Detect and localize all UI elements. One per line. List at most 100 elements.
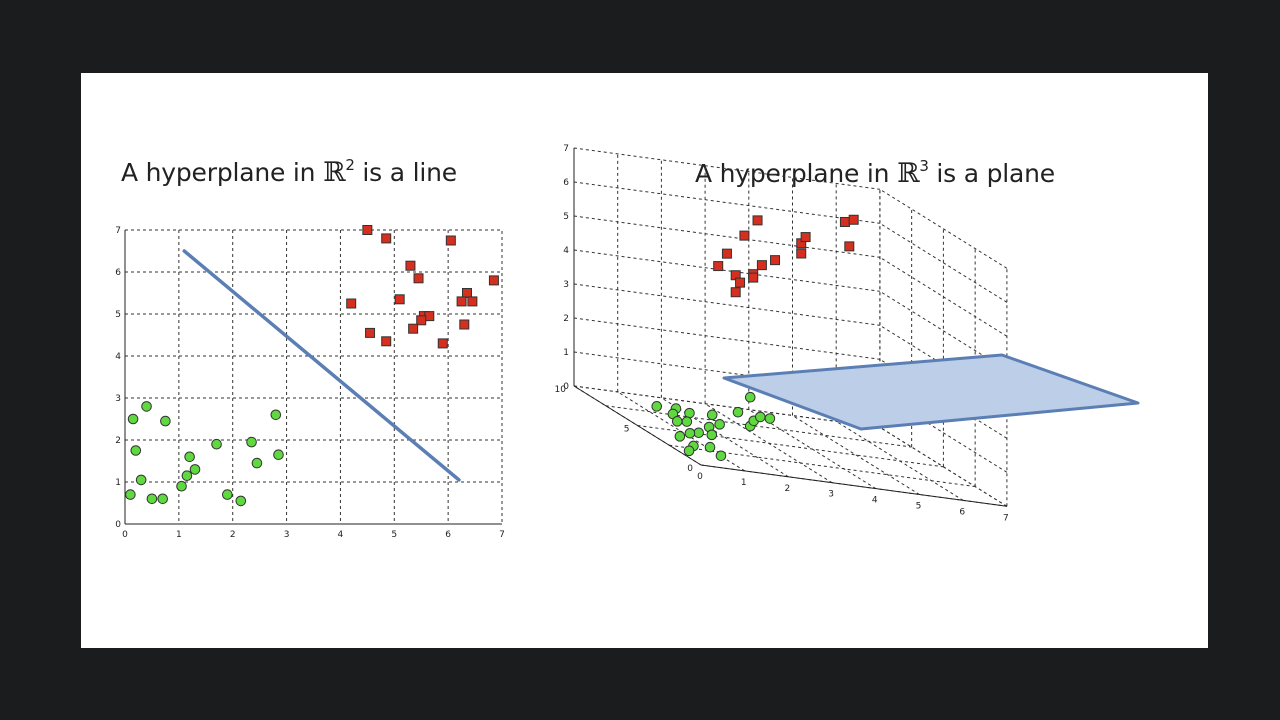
floor-gridline — [669, 444, 976, 488]
red-square-point-3d — [756, 260, 767, 271]
floor-gridline — [637, 425, 944, 468]
back-wall-gridline — [573, 181, 880, 224]
x-tick-label: 2 — [230, 530, 236, 540]
x-tick-label: 7 — [499, 530, 505, 540]
x-tick-label-3d: 1 — [741, 478, 747, 488]
red-square-point — [459, 319, 470, 330]
red-square-point-3d — [721, 248, 732, 259]
green-circle-point — [135, 474, 147, 486]
green-circle-point-3d — [706, 429, 718, 441]
x-tick-label-3d: 0 — [697, 472, 703, 482]
red-square-point — [408, 323, 419, 334]
green-circle-point — [251, 457, 263, 469]
red-square-point-3d — [800, 232, 811, 243]
green-circle-point — [270, 409, 282, 421]
title-2d: A hyperplane in ℝ2 is a line — [121, 156, 457, 188]
green-circle-point — [127, 413, 139, 425]
hyperplane-line — [182, 249, 461, 482]
green-circle-point-3d — [706, 409, 718, 421]
chart-2d-scatter: 0 1 2 3 4 5 6 7 0 1 2 3 4 5 6 7 — [115, 225, 505, 540]
z-tick-label: 4 — [563, 246, 569, 256]
red-square-point — [381, 336, 392, 347]
red-square-point — [445, 235, 456, 246]
green-circle-point-3d — [764, 413, 776, 424]
y-tick-label: 5 — [115, 310, 121, 320]
z-tick-label: 3 — [563, 280, 569, 290]
x-tick-label: 4 — [338, 530, 344, 540]
green-circle-point — [130, 445, 142, 456]
x-tick-label-3d: 3 — [828, 490, 834, 500]
x-tick-label-3d: 2 — [785, 484, 791, 494]
green-circle-point-3d — [754, 411, 766, 423]
green-circle-point-3d — [693, 427, 704, 439]
y-tick-label-3d: 0 — [687, 464, 693, 474]
green-circle-point — [246, 436, 257, 448]
side-wall-gridline — [879, 188, 1008, 269]
red-square-point — [488, 275, 499, 286]
y-tick-label: 6 — [115, 268, 121, 278]
side-wall-gridline — [879, 426, 1008, 507]
side-wall-gridline — [879, 392, 1008, 473]
green-circle-point — [141, 401, 152, 412]
y-tick-label-3d: 10 — [555, 385, 567, 395]
green-circle-point — [273, 449, 284, 461]
x-tick-label: 6 — [445, 530, 451, 540]
red-square-point-3d — [713, 261, 724, 272]
red-square-point-3d — [770, 255, 781, 266]
green-circle-point — [176, 480, 187, 492]
floor-gridline — [661, 397, 789, 478]
z-tick-label: 0 — [563, 382, 569, 392]
hyperplane-plane — [722, 353, 1140, 431]
side-wall-gridline — [879, 222, 1008, 303]
y-tick-label: 7 — [115, 226, 121, 236]
y-axis-3d — [573, 385, 702, 466]
red-square-point — [405, 260, 416, 271]
floor-gridline — [792, 415, 920, 495]
green-circle-point-3d — [715, 450, 727, 462]
green-circle-point — [235, 495, 247, 507]
grid-2d — [125, 230, 502, 524]
red-square-point — [394, 294, 405, 305]
green-circle-point — [181, 470, 193, 482]
red-square-point-3d — [839, 216, 850, 227]
x-tick-label-3d: 4 — [872, 496, 878, 506]
red-square-point-3d — [739, 230, 750, 241]
chart-3d-scatter: 0 1 2 3 4 5 6 7 0 1 2 3 4 5 6 7 0 5 10 — [555, 144, 1140, 523]
x-tick-label-3d: 7 — [1003, 513, 1009, 523]
green-circle-point — [222, 489, 233, 500]
title-3d: A hyperplane in ℝ3 is a plane — [695, 157, 1055, 189]
back-wall-gridline — [573, 317, 880, 360]
green-circle-point-3d — [683, 445, 695, 457]
green-circle-point — [184, 451, 195, 463]
red-square-point — [467, 296, 478, 307]
green-circle-point — [211, 438, 222, 450]
x-tick-label-3d: 5 — [916, 502, 922, 512]
y-tick-label-3d: 5 — [624, 425, 630, 435]
red-square-point — [365, 327, 376, 338]
back-wall-gridline — [573, 283, 880, 326]
red-square-point-3d — [796, 248, 807, 259]
green-circle-point-3d — [714, 419, 725, 430]
green-circle-point — [157, 493, 168, 505]
slide: A hyperplane in ℝ2 is a line A hyperplan… — [81, 73, 1208, 648]
y-tick-label: 0 — [115, 520, 121, 530]
green-circle-point-3d — [704, 441, 716, 453]
green-circle-point — [189, 464, 201, 475]
green-circle-point — [125, 489, 136, 500]
red-square-point — [461, 288, 472, 298]
back-wall-gridline — [573, 147, 880, 190]
green-circle-point-3d — [732, 406, 744, 418]
green-circle-point-3d — [671, 416, 683, 427]
red-square-point — [413, 273, 424, 284]
side-wall-gridline — [879, 256, 1008, 337]
red-square-point-3d — [748, 272, 759, 283]
green-circle-point — [146, 493, 158, 505]
y-tick-label: 3 — [115, 394, 121, 404]
green-circle-point-3d — [651, 401, 663, 412]
x-tick-label: 1 — [176, 530, 182, 540]
red-square-point — [437, 338, 448, 349]
x-tick-label: 5 — [391, 530, 397, 540]
red-square-point-3d — [844, 241, 855, 252]
z-tick-label: 5 — [563, 212, 569, 222]
red-square-point — [346, 298, 357, 309]
